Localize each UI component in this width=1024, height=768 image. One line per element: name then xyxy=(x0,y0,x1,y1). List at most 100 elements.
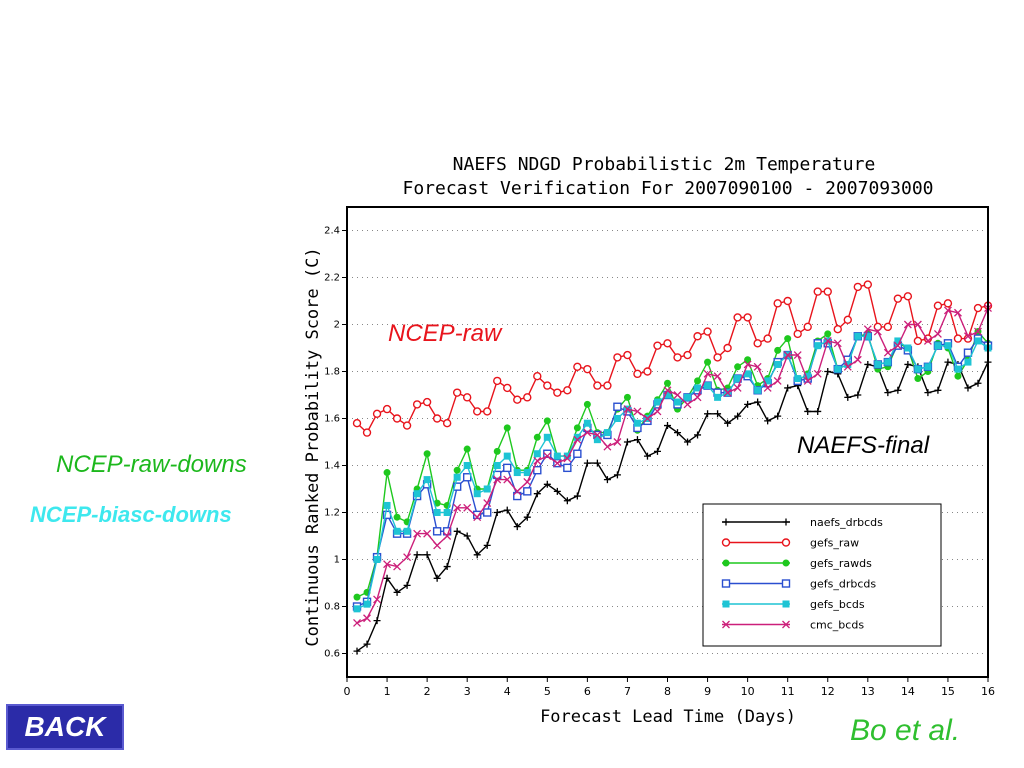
y-tick-label: 0.6 xyxy=(324,649,340,660)
legend-marker-gefs_rawds xyxy=(782,559,790,567)
data-point-naefs_drbcds xyxy=(393,588,401,596)
x-tick-label: 15 xyxy=(941,685,955,698)
data-point-gefs_raw xyxy=(713,353,722,362)
data-point-gefs_raw xyxy=(943,299,953,308)
data-point-cmc_bcds xyxy=(753,362,762,371)
data-point-gefs_raw xyxy=(773,299,782,308)
data-point-cmc_bcds xyxy=(463,503,472,512)
data-point-gefs_raw xyxy=(422,397,432,407)
data-point-gefs_bcds xyxy=(874,360,882,368)
data-point-gefs_rawds xyxy=(784,335,792,343)
data-point-gefs_bcds xyxy=(744,370,752,378)
data-point-gefs_rawds xyxy=(453,466,461,474)
data-point-gefs_bcds xyxy=(463,462,471,469)
data-point-gefs_raw xyxy=(523,393,532,402)
data-point-naefs_drbcds xyxy=(453,527,461,535)
data-point-gefs_raw xyxy=(603,381,612,390)
x-tick-label: 3 xyxy=(464,685,471,698)
data-point-naefs_drbcds xyxy=(563,497,571,505)
legend: naefs_drbcds gefs_raw gefs_rawds gefs_drbcd… xyxy=(702,503,942,647)
data-point-cmc_bcds xyxy=(393,562,402,571)
data-point-gefs_bcds xyxy=(493,462,501,469)
data-point-gefs_drbcds xyxy=(543,449,552,458)
data-point-gefs_drbcds xyxy=(432,527,442,536)
data-point-gefs_bcds xyxy=(543,433,551,441)
data-point-cmc_bcds xyxy=(823,336,832,345)
data-point-naefs_drbcds xyxy=(403,581,411,589)
data-point-gefs_raw xyxy=(803,322,812,332)
series-naefs_drbcds xyxy=(353,358,992,655)
data-point-naefs_drbcds xyxy=(543,480,551,488)
data-point-cmc_bcds xyxy=(913,320,922,329)
data-point-naefs_drbcds xyxy=(653,447,661,455)
legend-marker-gefs_drbcds xyxy=(781,579,791,588)
data-point-naefs_drbcds xyxy=(674,429,682,437)
data-point-naefs_drbcds xyxy=(844,393,852,401)
data-point-naefs_drbcds xyxy=(353,647,361,655)
data-point-gefs_bcds xyxy=(363,600,371,608)
data-point-cmc_bcds xyxy=(733,383,742,392)
x-tick-label: 9 xyxy=(704,685,711,698)
data-point-gefs_raw xyxy=(813,287,822,296)
y-tick-label: 0.8 xyxy=(324,602,340,613)
x-tick-label: 13 xyxy=(861,685,875,698)
data-point-gefs_drbcds xyxy=(563,463,572,473)
data-point-gefs_raw xyxy=(392,414,402,423)
data-point-gefs_raw xyxy=(733,313,742,322)
x-tick-label: 11 xyxy=(781,685,795,698)
legend-marker-naefs_drbcds xyxy=(782,518,790,526)
data-point-gefs_rawds xyxy=(664,379,671,387)
chart-title-line-1: NAEFS NDGD Probabilistic 2m Temperature xyxy=(453,154,876,175)
y-axis-label: Continuous Ranked Probability Score (C) xyxy=(303,247,323,646)
data-point-naefs_drbcds xyxy=(764,417,772,425)
data-point-cmc_bcds xyxy=(373,595,382,604)
data-point-cmc_bcds xyxy=(643,414,652,423)
data-point-naefs_drbcds xyxy=(864,360,872,368)
data-point-gefs_raw xyxy=(763,334,772,343)
data-point-cmc_bcds xyxy=(563,454,572,463)
data-point-gefs_raw xyxy=(703,327,712,336)
data-point-gefs_rawds xyxy=(503,424,511,432)
data-point-gefs_bcds xyxy=(603,429,611,437)
data-point-cmc_bcds xyxy=(493,475,502,484)
data-point-cmc_bcds xyxy=(713,372,722,381)
data-point-naefs_drbcds xyxy=(383,574,391,582)
data-point-gefs_rawds xyxy=(423,450,431,458)
back-button[interactable]: BACK xyxy=(6,704,124,750)
data-point-cmc_bcds xyxy=(403,553,412,562)
data-point-naefs_drbcds xyxy=(493,509,501,516)
data-point-gefs_bcds xyxy=(714,393,722,401)
data-point-cmc_bcds xyxy=(523,477,532,486)
data-point-gefs_drbcds xyxy=(523,487,532,496)
data-point-gefs_bcds xyxy=(523,469,531,477)
data-point-gefs_rawds xyxy=(463,445,471,453)
data-point-gefs_bcds xyxy=(353,605,361,613)
data-point-gefs_bcds xyxy=(664,391,671,399)
data-point-gefs_bcds xyxy=(573,433,581,441)
data-point-naefs_drbcds xyxy=(443,563,451,571)
data-point-gefs_bcds xyxy=(834,365,842,373)
data-point-cmc_bcds xyxy=(383,560,392,569)
data-point-gefs_bcds xyxy=(583,419,591,427)
x-tick-label: 7 xyxy=(624,685,631,698)
data-point-naefs_drbcds xyxy=(964,384,972,392)
data-point-gefs_bcds xyxy=(694,384,702,392)
y-tick-label: 2.2 xyxy=(324,273,340,284)
data-point-gefs_bcds xyxy=(734,375,742,383)
data-point-naefs_drbcds xyxy=(704,410,712,418)
y-tick-label: 1.6 xyxy=(324,414,340,425)
data-point-gefs_rawds xyxy=(694,377,702,385)
data-point-cmc_bcds xyxy=(603,442,612,451)
data-point-naefs_drbcds xyxy=(423,551,431,559)
data-point-cmc_bcds xyxy=(483,499,492,508)
data-point-naefs_drbcds xyxy=(593,459,601,467)
data-point-cmc_bcds xyxy=(503,475,512,484)
data-point-gefs_raw xyxy=(573,362,582,371)
data-point-gefs_raw xyxy=(953,334,963,343)
data-point-gefs_rawds xyxy=(353,593,361,601)
data-point-cmc_bcds xyxy=(423,529,432,538)
data-point-cmc_bcds xyxy=(553,459,562,468)
data-point-gefs_raw xyxy=(683,350,692,360)
data-point-gefs_bcds xyxy=(443,509,451,516)
